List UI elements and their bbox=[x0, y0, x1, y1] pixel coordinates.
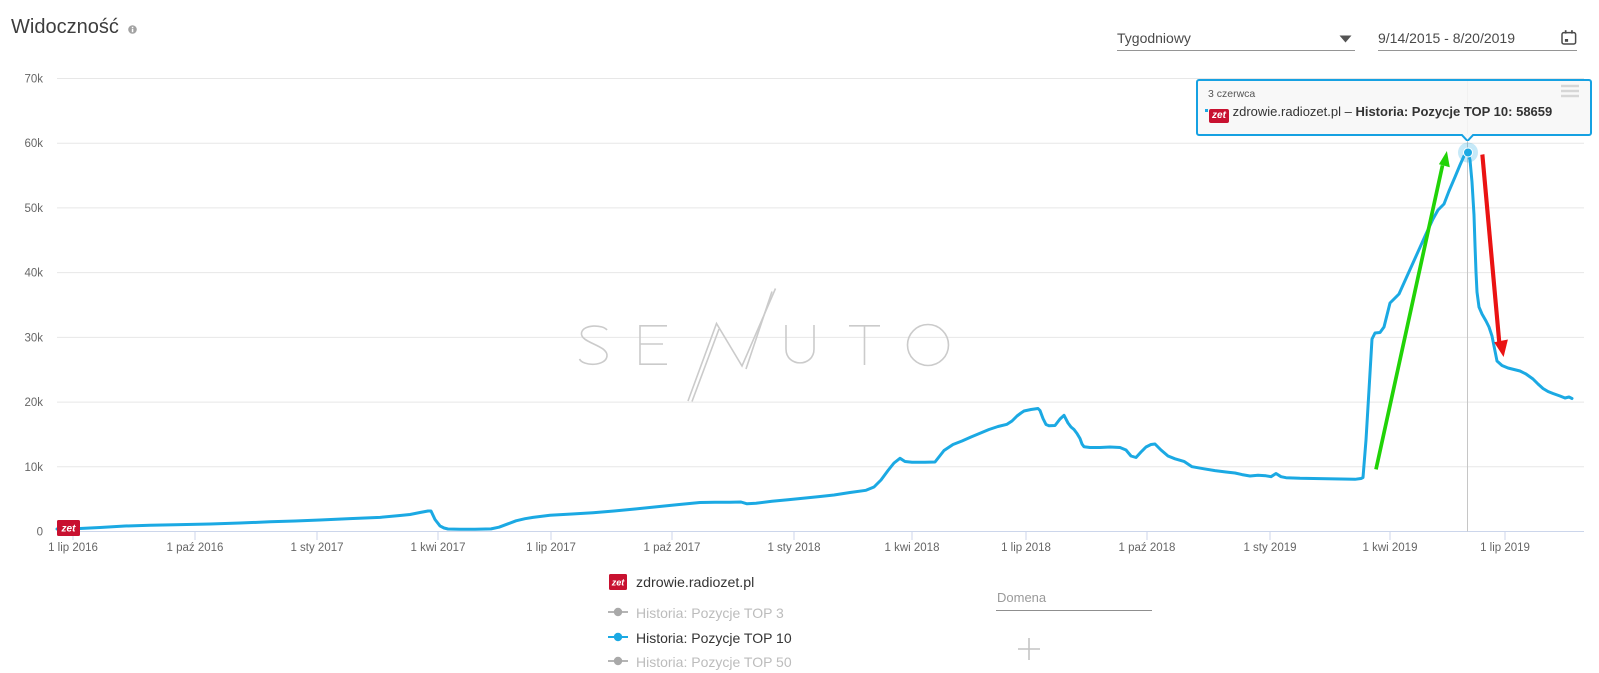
svg-text:1 lip 2019: 1 lip 2019 bbox=[1480, 542, 1530, 554]
svg-text:1 paź 2018: 1 paź 2018 bbox=[1119, 542, 1176, 554]
svg-text:40k: 40k bbox=[24, 268, 43, 280]
svg-text:1 paź 2017: 1 paź 2017 bbox=[644, 542, 701, 554]
svg-text:1 kwi 2017: 1 kwi 2017 bbox=[411, 542, 466, 554]
svg-text:70k: 70k bbox=[24, 74, 43, 86]
svg-text:0: 0 bbox=[37, 527, 43, 539]
svg-text:1 lip 2017: 1 lip 2017 bbox=[526, 542, 576, 554]
svg-text:30k: 30k bbox=[24, 332, 43, 344]
svg-text:50k: 50k bbox=[24, 203, 43, 215]
svg-text:1 kwi 2019: 1 kwi 2019 bbox=[1363, 542, 1418, 554]
svg-text:1 kwi 2018: 1 kwi 2018 bbox=[885, 542, 940, 554]
svg-text:1 sty 2017: 1 sty 2017 bbox=[290, 542, 343, 554]
svg-text:1 sty 2019: 1 sty 2019 bbox=[1243, 542, 1296, 554]
svg-text:1 paź 2016: 1 paź 2016 bbox=[167, 542, 224, 554]
svg-text:1 lip 2018: 1 lip 2018 bbox=[1001, 542, 1051, 554]
svg-text:zet: zet bbox=[611, 578, 626, 588]
svg-text:zet: zet bbox=[61, 524, 77, 535]
svg-text:1 sty 2018: 1 sty 2018 bbox=[767, 542, 820, 554]
svg-text:1 lip 2016: 1 lip 2016 bbox=[48, 542, 98, 554]
svg-text:20k: 20k bbox=[24, 397, 43, 409]
svg-text:10k: 10k bbox=[24, 462, 43, 474]
svg-text:60k: 60k bbox=[24, 138, 43, 150]
